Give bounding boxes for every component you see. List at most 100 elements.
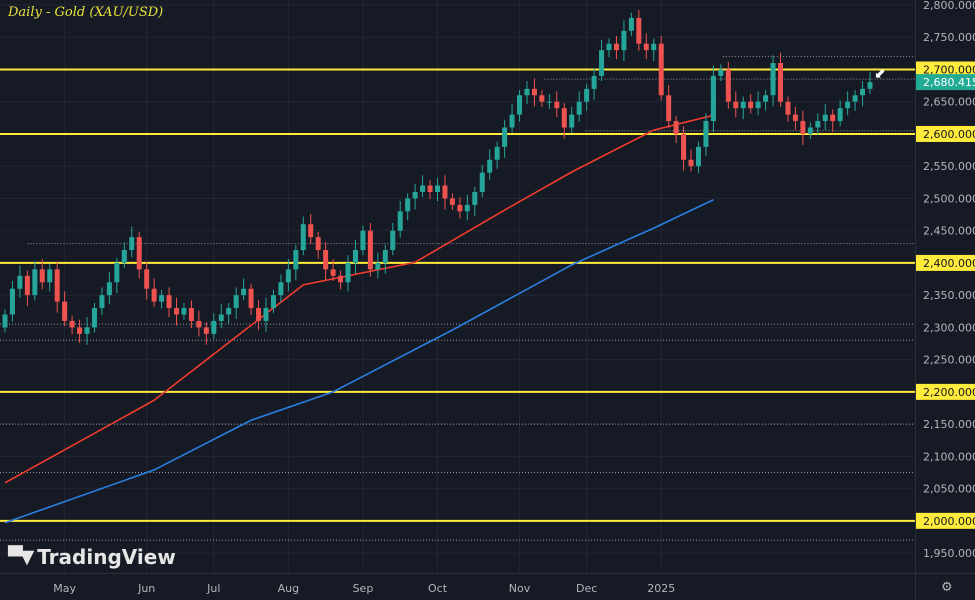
- last-price-label-bg: [916, 74, 975, 91]
- candle-body: [845, 101, 851, 109]
- candle-body: [457, 204, 463, 212]
- candle-body: [643, 43, 649, 51]
- time-axis-label: Sep: [353, 582, 374, 595]
- price-axis-label: 2,050.000: [923, 483, 975, 496]
- candle-body: [196, 320, 202, 328]
- candle-body: [718, 69, 724, 76]
- candle-body: [256, 308, 262, 321]
- candle-body: [218, 314, 224, 321]
- candle-body: [278, 282, 284, 296]
- candle-body: [84, 327, 90, 334]
- tradingview-logo-mark-icon: ▀▼: [8, 546, 34, 568]
- candle-body: [785, 101, 791, 115]
- candle-body: [599, 50, 605, 76]
- candle-body: [464, 204, 470, 212]
- moving-average-line: [4, 199, 714, 524]
- price-axis-label: 2,100.000: [923, 450, 975, 463]
- price-axis-label: 2,500.000: [923, 192, 975, 205]
- candle-body: [651, 43, 657, 51]
- candle-body: [285, 269, 291, 283]
- candle-body: [487, 159, 493, 173]
- candle-body: [606, 43, 612, 51]
- price-axis-label: 2,150.000: [923, 418, 975, 431]
- candle-body: [174, 308, 180, 315]
- candle-body: [352, 250, 358, 263]
- price-axis-label: 2,700.000: [923, 63, 975, 76]
- tradingview-logo: ▀▼ TradingView: [8, 545, 176, 569]
- candle-body: [591, 75, 597, 89]
- candle-body: [2, 314, 8, 328]
- time-axis-label: 2025: [647, 582, 675, 595]
- candle-body: [263, 308, 269, 321]
- candle-body: [375, 262, 381, 270]
- candle-body: [181, 308, 187, 315]
- candle-body: [114, 262, 120, 283]
- candle-body: [17, 275, 23, 289]
- price-axis-label: 2,750.000: [923, 31, 975, 44]
- price-axis-label: 2,250.000: [923, 354, 975, 367]
- candle-body: [136, 237, 142, 270]
- candle-body: [211, 320, 217, 334]
- price-axis-label: 2,300.000: [923, 321, 975, 334]
- candle-body: [270, 295, 276, 309]
- chart-title: Daily - Gold (XAU/USD): [8, 5, 164, 20]
- candle-body: [852, 95, 858, 102]
- candle-body: [584, 88, 590, 102]
- candle-body: [435, 185, 440, 192]
- candle-body: [99, 295, 105, 309]
- candle-body: [733, 101, 739, 109]
- candle-body: [420, 185, 426, 192]
- candle-body: [91, 308, 97, 328]
- price-axis-label: 2,550.000: [923, 160, 975, 173]
- candle-body: [390, 230, 396, 251]
- candle-body: [830, 114, 836, 122]
- price-label-highlight: [916, 254, 975, 271]
- candle-body: [681, 133, 687, 160]
- candle-body: [613, 43, 619, 51]
- candle-body: [524, 88, 530, 96]
- candle-body: [151, 288, 157, 302]
- candle-body: [748, 101, 754, 109]
- time-axis-label: Jul: [206, 582, 220, 595]
- candle-body: [509, 114, 515, 128]
- candle-body: [725, 69, 731, 102]
- candle-body: [69, 320, 75, 328]
- gear-icon[interactable]: ⚙: [941, 580, 953, 595]
- candle-body: [106, 282, 112, 296]
- candle-body: [807, 127, 813, 134]
- price-axis-label: 2,600.000: [923, 128, 975, 141]
- candle-body: [628, 17, 634, 31]
- candle-body: [300, 224, 306, 251]
- last-price-label: 2,680.415: [923, 76, 975, 89]
- candle-body: [703, 121, 709, 147]
- price-axis-label: 2,800.000: [923, 0, 975, 12]
- candle-body: [822, 114, 828, 122]
- price-axis-label: 2,400.000: [923, 257, 975, 270]
- candle-body: [39, 269, 45, 283]
- candle-body: [576, 101, 582, 115]
- candle-body: [24, 275, 30, 296]
- candle-body: [860, 88, 866, 96]
- candle-body: [233, 295, 239, 309]
- moving-average-line: [4, 114, 714, 484]
- candle-body: [517, 95, 523, 115]
- price-label-highlight: [916, 383, 975, 400]
- candle-body: [688, 159, 694, 167]
- candle-body: [554, 101, 560, 109]
- candle-body: [673, 121, 679, 134]
- candle-body: [397, 211, 403, 231]
- time-axis-label: Oct: [428, 582, 448, 595]
- candle-body: [778, 63, 784, 102]
- candle-body: [360, 230, 366, 251]
- candle-body: [308, 224, 314, 238]
- candle-body: [166, 295, 172, 309]
- candle-body: [695, 146, 701, 167]
- candle-body: [546, 101, 552, 103]
- candle-body: [740, 101, 746, 109]
- candle-body: [248, 288, 254, 309]
- candle-body: [531, 88, 537, 96]
- candle-body: [32, 269, 38, 296]
- candle-body: [315, 237, 321, 251]
- candle-body: [770, 63, 776, 96]
